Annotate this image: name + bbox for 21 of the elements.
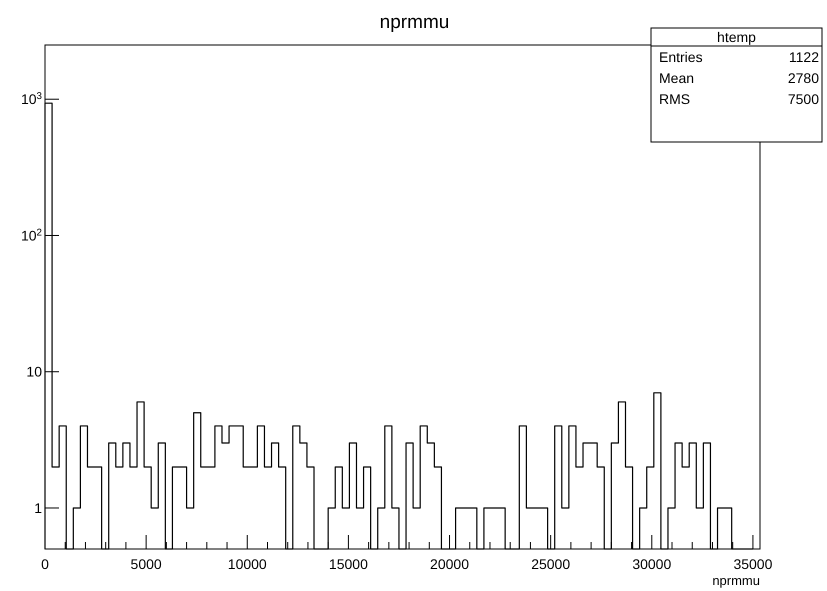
y-tick-label: 1 [34,500,42,516]
annotation: Entries [659,49,703,65]
x-tick-label: 30000 [632,556,672,572]
y-tick-label: 10$^{2}$ [20,226,42,244]
annotation: htemp [717,29,756,45]
y-tick-label: 10$^{3}$ [20,90,43,108]
x-tick-label: 25000 [531,556,570,572]
chart-title: nprmmu [380,12,450,33]
text: 1122 [788,49,819,65]
x-tick-label: 5000 [130,556,162,572]
x-tick-label: 35000 [733,556,773,572]
x-tick-label: 20000 [430,556,470,572]
x-tick-label: 15000 [328,556,368,572]
x-tick-label: 10000 [228,556,267,572]
text: 2780 [788,70,819,86]
x-axis-title: nprmmu [712,573,760,588]
annotation: RMS [659,91,690,107]
y-tick-label: 10 [26,364,42,380]
text: 7500 [788,91,819,107]
annotation: Mean [659,70,694,86]
x-tick-label: 0 [41,556,50,572]
